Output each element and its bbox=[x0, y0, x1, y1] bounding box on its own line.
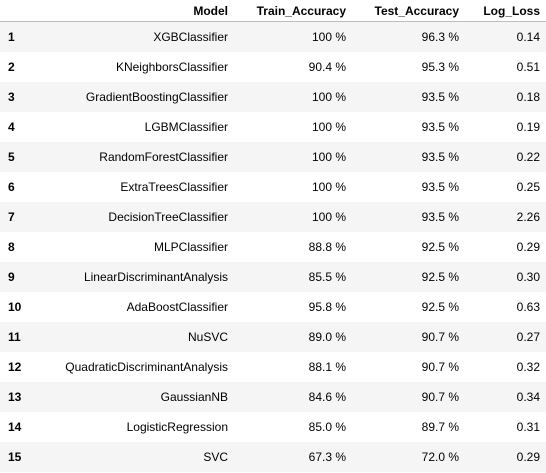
row-index: 9 bbox=[8, 269, 15, 284]
train-accuracy-cell: 85.5 % bbox=[308, 269, 346, 284]
table-row: 15 SVC 67.3 % 72.0 % 0.29 bbox=[0, 441, 546, 472]
table-row: 11 NuSVC 89.0 % 90.7 % 0.27 bbox=[0, 321, 546, 352]
model-cell: NuSVC bbox=[187, 329, 228, 344]
train-accuracy-cell: 100 % bbox=[311, 89, 346, 104]
train-accuracy-cell: 90.4 % bbox=[308, 59, 346, 74]
log-loss-cell: 0.34 bbox=[516, 389, 540, 404]
row-index: 10 bbox=[8, 299, 22, 314]
log-loss-cell: 0.31 bbox=[516, 419, 540, 434]
log-loss-cell: 0.14 bbox=[516, 29, 540, 44]
table-row: 14 LogisticRegression 85.0 % 89.7 % 0.31 bbox=[0, 411, 546, 442]
row-index: 5 bbox=[8, 149, 15, 164]
model-cell: GaussianNB bbox=[160, 389, 228, 404]
model-column-header: Model bbox=[30, 0, 234, 22]
row-index: 15 bbox=[8, 449, 22, 464]
test-accuracy-cell: 92.5 % bbox=[421, 299, 459, 314]
index-column-header bbox=[0, 0, 30, 22]
row-index: 1 bbox=[8, 29, 15, 44]
test-accuracy-cell: 90.7 % bbox=[421, 329, 459, 344]
train-accuracy-cell: 100 % bbox=[311, 209, 346, 224]
model-cell: QuadraticDiscriminantAnalysis bbox=[65, 359, 228, 374]
test-accuracy-cell: 93.5 % bbox=[421, 149, 459, 164]
table-row: 3 GradientBoostingClassifier 100 % 93.5 % 0.… bbox=[0, 81, 546, 112]
log-loss-cell: 0.32 bbox=[516, 359, 540, 374]
test-accuracy-cell: 96.3 % bbox=[421, 29, 459, 44]
model-cell: XGBClassifier bbox=[153, 29, 228, 44]
model-cell: KNeighborsClassifier bbox=[115, 59, 228, 74]
train-accuracy-cell: 95.8 % bbox=[308, 299, 346, 314]
log-loss-cell: 0.27 bbox=[516, 329, 540, 344]
row-index: 3 bbox=[8, 89, 15, 104]
train-accuracy-cell: 100 % bbox=[311, 29, 346, 44]
log-loss-cell: 2.26 bbox=[516, 209, 540, 224]
test-accuracy-column-header: Test_Accuracy bbox=[352, 0, 465, 22]
row-index: 6 bbox=[8, 179, 15, 194]
model-cell: LogisticRegression bbox=[126, 419, 228, 434]
table-row: 10 AdaBoostClassifier 95.8 % 92.5 % 0.63 bbox=[0, 291, 546, 322]
table-row: 6 ExtraTreesClassifier 100 % 93.5 % 0.25 bbox=[0, 171, 546, 202]
model-cell: LGBMClassifier bbox=[144, 119, 228, 134]
test-accuracy-cell: 92.5 % bbox=[421, 239, 459, 254]
row-index: 13 bbox=[8, 389, 22, 404]
row-index: 11 bbox=[8, 329, 21, 344]
train-accuracy-cell: 88.8 % bbox=[308, 239, 346, 254]
test-accuracy-cell: 93.5 % bbox=[421, 179, 459, 194]
row-index: 2 bbox=[8, 59, 15, 74]
train-accuracy-cell: 84.6 % bbox=[308, 389, 346, 404]
log-loss-cell: 0.29 bbox=[516, 449, 540, 464]
log-loss-column-header: Log_Loss bbox=[465, 0, 546, 22]
test-accuracy-cell: 93.5 % bbox=[421, 119, 459, 134]
train-accuracy-cell: 88.1 % bbox=[308, 359, 346, 374]
model-cell: ExtraTreesClassifier bbox=[120, 179, 228, 194]
train-accuracy-cell: 100 % bbox=[311, 179, 346, 194]
model-cell: SVC bbox=[203, 449, 228, 464]
table-row: 12 QuadraticDiscriminantAnalysis 88.1 % 90.… bbox=[0, 351, 546, 382]
test-accuracy-cell: 95.3 % bbox=[421, 59, 459, 74]
test-accuracy-cell: 93.5 % bbox=[421, 209, 459, 224]
row-index: 14 bbox=[8, 419, 22, 434]
model-cell: AdaBoostClassifier bbox=[126, 299, 228, 314]
table-row: 9 LinearDiscriminantAnalysis 85.5 % 92.5 % 0… bbox=[0, 261, 546, 292]
log-loss-cell: 0.22 bbox=[516, 149, 540, 164]
header-row: Model Train_Accuracy Test_Accuracy Log_L… bbox=[0, 0, 546, 22]
table-row: 8 MLPClassifier 88.8 % 92.5 % 0.29 bbox=[0, 231, 546, 262]
log-loss-cell: 0.18 bbox=[516, 89, 540, 104]
table-row: 4 LGBMClassifier 100 % 93.5 % 0.19 bbox=[0, 111, 546, 142]
table-row: 7 DecisionTreeClassifier 100 % 93.5 % 2.26 bbox=[0, 201, 546, 232]
row-index: 8 bbox=[8, 239, 15, 254]
model-cell: MLPClassifier bbox=[153, 239, 228, 254]
table-row: 5 RandomForestClassifier 100 % 93.5 % 0.22 bbox=[0, 141, 546, 172]
log-loss-cell: 0.19 bbox=[516, 119, 540, 134]
train-accuracy-cell: 85.0 % bbox=[308, 419, 346, 434]
table-row: 1 XGBClassifier 100 % 96.3 % 0.14 bbox=[0, 21, 546, 52]
row-index: 7 bbox=[8, 209, 15, 224]
train-accuracy-column-header: Train_Accuracy bbox=[234, 0, 352, 22]
model-cell: RandomForestClassifier bbox=[99, 149, 228, 164]
model-cell: DecisionTreeClassifier bbox=[108, 209, 228, 224]
row-index: 4 bbox=[8, 119, 15, 134]
table-row: 13 GaussianNB 84.6 % 90.7 % 0.34 bbox=[0, 381, 546, 412]
test-accuracy-cell: 89.7 % bbox=[421, 419, 459, 434]
model-cell: LinearDiscriminantAnalysis bbox=[83, 269, 228, 284]
train-accuracy-cell: 100 % bbox=[311, 149, 346, 164]
row-index: 12 bbox=[8, 359, 22, 374]
test-accuracy-cell: 72.0 % bbox=[421, 449, 459, 464]
test-accuracy-cell: 93.5 % bbox=[421, 89, 459, 104]
table-header: Model Train_Accuracy Test_Accuracy Log_L… bbox=[0, 0, 546, 22]
train-accuracy-cell: 89.0 % bbox=[308, 329, 346, 344]
test-accuracy-cell: 90.7 % bbox=[421, 389, 459, 404]
model-cell: GradientBoostingClassifier bbox=[85, 89, 228, 104]
table-row: 2 KNeighborsClassifier 90.4 % 95.3 % 0.51 bbox=[0, 51, 546, 82]
log-loss-cell: 0.30 bbox=[516, 269, 540, 284]
log-loss-cell: 0.63 bbox=[516, 299, 540, 314]
train-accuracy-cell: 100 % bbox=[311, 119, 346, 134]
log-loss-cell: 0.25 bbox=[516, 179, 540, 194]
log-loss-cell: 0.29 bbox=[516, 239, 540, 254]
test-accuracy-cell: 92.5 % bbox=[421, 269, 459, 284]
train-accuracy-cell: 67.3 % bbox=[308, 449, 346, 464]
table-body: 1 XGBClassifier 100 % 96.3 % 0.14 2 KNeighbors… bbox=[0, 21, 546, 472]
test-accuracy-cell: 90.7 % bbox=[421, 359, 459, 374]
log-loss-cell: 0.51 bbox=[516, 59, 540, 74]
